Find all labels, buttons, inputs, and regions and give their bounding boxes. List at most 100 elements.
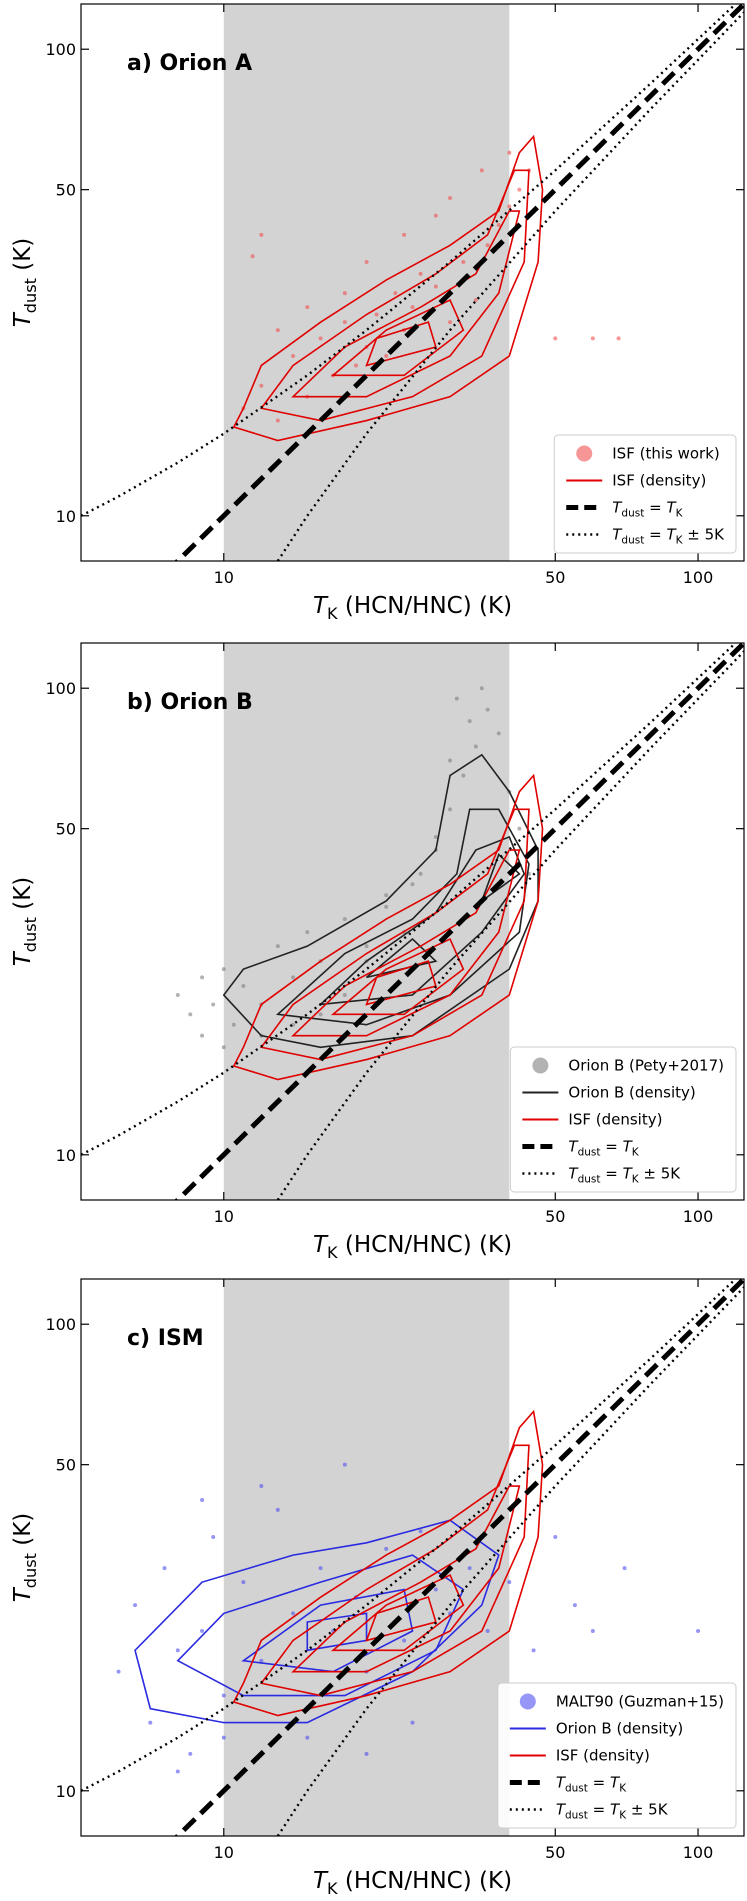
data-point [342, 320, 347, 325]
data-point [433, 1587, 438, 1592]
x-axis-label: TK (HCN/HNC) (K) [313, 1232, 512, 1262]
data-point [318, 1566, 323, 1571]
data-point [496, 731, 501, 736]
legend: Orion B (Pety+2017) Orion B (density) ISF … [509, 1046, 737, 1193]
data-point [384, 893, 389, 898]
dotted-line [276, 650, 744, 1200]
text-segment: T [556, 1774, 567, 1792]
data-point [616, 336, 621, 341]
text-segment: K [327, 1879, 338, 1898]
legend-label: Tdust = TK ± 5K [556, 1801, 669, 1822]
x-tick-label: 10 [214, 568, 234, 587]
y-tick-label: 10 [56, 1146, 76, 1165]
x-tick-label: 50 [545, 1843, 565, 1862]
data-point [342, 291, 347, 296]
data-point [305, 305, 310, 310]
x-tick-label: 100 [683, 568, 714, 587]
data-point [531, 1648, 536, 1653]
text-segment: T [623, 1165, 634, 1183]
data-point [200, 975, 205, 980]
y-axis-label: Tdust (K) [10, 1513, 40, 1603]
contour [365, 960, 437, 1006]
text-segment: T [10, 311, 36, 327]
legend-label: Orion B (Pety+2017) [568, 1057, 724, 1075]
data-point [590, 1629, 595, 1634]
data-point [353, 363, 358, 368]
data-point [402, 1638, 407, 1643]
data-point [200, 1033, 205, 1038]
text-segment: ± 5K [626, 1801, 669, 1819]
contour [291, 1485, 521, 1673]
text-segment: T [623, 1138, 634, 1156]
text-segment: T [666, 499, 677, 517]
legend-label: Tdust = TK [568, 1138, 639, 1159]
x-tick-label: 10 [214, 1207, 234, 1226]
plot-area [81, 4, 744, 561]
data-point [211, 1002, 216, 1007]
legend-label: ISF (density) [568, 1111, 662, 1129]
panel-title: b) Orion B [127, 690, 253, 715]
data-point [448, 807, 453, 812]
data-point [433, 284, 438, 289]
text-segment: T [610, 1774, 621, 1792]
y-tick-label: 50 [56, 181, 76, 200]
x-tick-label: 100 [683, 1207, 714, 1226]
data-point [259, 383, 264, 388]
text-segment: (K) [10, 1513, 36, 1553]
legend-marker [576, 445, 593, 462]
legend: ISF (this work)ISF (density)Tdust = TKTd… [553, 434, 737, 554]
text-segment: T [612, 526, 623, 544]
text-segment: K [676, 507, 684, 519]
data-point [241, 984, 246, 989]
text-segment: T [313, 593, 329, 619]
panel-title: a) Orion A [127, 51, 252, 76]
x-tick-label: 50 [545, 568, 565, 587]
data-point [211, 1534, 216, 1539]
data-point [467, 1566, 472, 1571]
data-point [188, 1012, 193, 1017]
data-point [342, 917, 347, 922]
contour [291, 849, 521, 1037]
data-point [402, 232, 407, 237]
text-segment: T [10, 950, 36, 966]
text-segment: dust [21, 278, 40, 313]
contour [176, 1554, 465, 1697]
data-point [410, 882, 415, 887]
text-segment: dust [578, 1173, 601, 1185]
contour [365, 1596, 437, 1642]
legend-label: MALT90 (Guzman+15) [556, 1693, 724, 1711]
data-point [148, 1720, 153, 1725]
text-segment: K [676, 534, 684, 546]
x-tick-label: 100 [683, 1843, 714, 1862]
data-point [241, 1580, 246, 1585]
legend-label: ISF (this work) [612, 445, 719, 463]
contour [318, 835, 526, 1006]
data-point [221, 1735, 226, 1740]
data-point [572, 1603, 577, 1608]
data-point [410, 1720, 415, 1725]
data-point [517, 187, 522, 192]
plot-frame [80, 642, 745, 1201]
legend-label: ISF (density) [556, 1747, 650, 1765]
data-point [342, 993, 347, 998]
data-point [291, 354, 296, 359]
data-point [553, 1534, 558, 1539]
data-point [384, 904, 389, 909]
y-tick-label: 50 [56, 820, 76, 839]
text-segment: (HCN/HNC) (K) [338, 1232, 512, 1258]
contour [259, 1444, 530, 1697]
data-point [553, 336, 558, 341]
text-segment: dust [565, 1809, 588, 1821]
data-point [162, 1566, 167, 1571]
text-segment: (K) [10, 877, 36, 917]
data-point [467, 719, 472, 724]
plot-area [81, 1279, 744, 1836]
plot-frame [80, 1278, 745, 1837]
data-point [418, 871, 423, 876]
data-point [175, 1648, 180, 1653]
legend-box [553, 434, 737, 554]
y-tick-label: 10 [56, 1782, 76, 1801]
text-segment: = [644, 526, 666, 544]
